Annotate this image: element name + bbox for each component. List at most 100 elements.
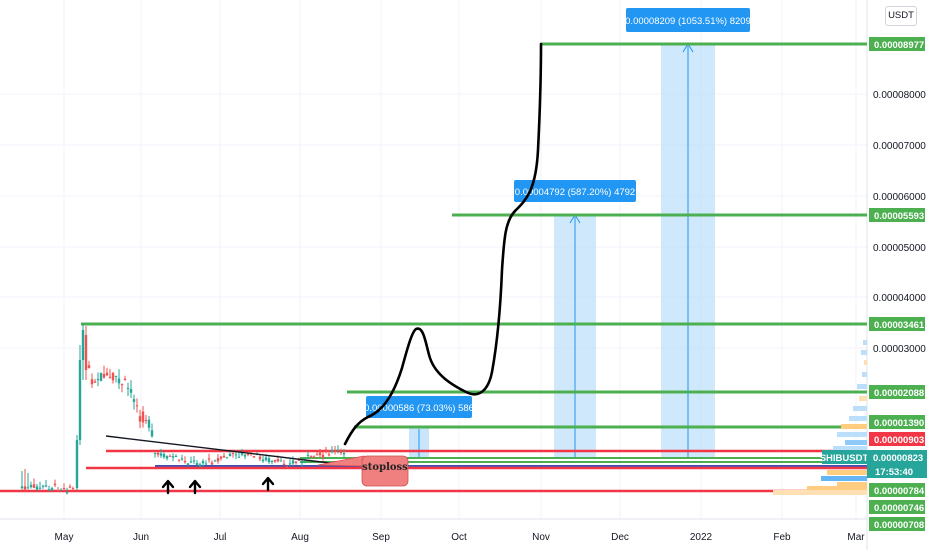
candle-body (312, 456, 316, 458)
candle-body (29, 485, 33, 488)
candle-body (50, 488, 54, 491)
candle-body (71, 488, 75, 490)
volume-profile-bar (849, 416, 867, 421)
time-tick-label: May (55, 532, 74, 543)
candle-body (159, 453, 163, 456)
price-tick-label: 0.00008000 (873, 90, 926, 101)
candle-body (288, 463, 292, 465)
candle-body (258, 456, 262, 460)
candlestick-series[interactable] (20, 324, 346, 495)
price-tag (869, 483, 925, 497)
candle-body (47, 489, 51, 491)
countdown-tag (867, 464, 927, 478)
volume-profile-bar (862, 372, 867, 377)
price-tag (869, 432, 925, 446)
time-tick-label: Aug (291, 532, 309, 543)
candle-body (153, 452, 157, 454)
candle-body (117, 378, 121, 384)
candle-body (336, 449, 340, 451)
plot-area[interactable] (0, 0, 867, 519)
projection-label: 0.00000586 (73.03%) 586 (364, 403, 474, 414)
candle-body (81, 330, 85, 360)
volume-profile-bar (841, 424, 867, 429)
price-tag (869, 500, 925, 514)
candle-body (195, 463, 199, 466)
price-tag-label: 0.00000708 (874, 520, 924, 531)
up-arrow-icon (161, 479, 175, 495)
candle-body (222, 455, 226, 458)
candle-body (62, 487, 66, 489)
candle-body (144, 419, 148, 421)
trendline[interactable] (105, 435, 331, 464)
projection-mid-term[interactable]: 0.00004792 (587.20%) 4792 (514, 180, 636, 457)
projection-short-term[interactable]: 0.00000586 (73.03%) 586 (364, 396, 474, 457)
candle-body (198, 464, 202, 467)
candle-body (246, 453, 250, 455)
candle-body (294, 461, 298, 464)
price-tick-label: 0.00006000 (873, 192, 926, 203)
candle-body (138, 416, 142, 422)
currency-button[interactable]: USDT (885, 6, 917, 26)
price-tag (869, 37, 925, 51)
candle-body (279, 460, 283, 462)
candle-body (150, 430, 154, 437)
volume-profile-bar (864, 360, 867, 365)
candle-body (141, 411, 145, 423)
candle-body (111, 372, 115, 381)
volume-profile-bar (837, 482, 867, 487)
candle-body (105, 372, 109, 376)
last-price-tag (867, 450, 927, 464)
volume-profile-bar (827, 470, 867, 475)
time-axis[interactable]: May Jun Jul Aug Sep Oct Nov Dec 2022 Feb Mar (55, 532, 866, 543)
candle-body (75, 440, 79, 488)
projection-long-term[interactable]: 0.00008209 (1053.51%) 8209 (625, 8, 751, 457)
candle-body (35, 486, 39, 490)
price-tag (869, 385, 925, 399)
time-tick-label: Jul (214, 532, 227, 543)
candle-body (267, 458, 271, 463)
candle-body (324, 449, 328, 451)
up-arrow-icon (261, 476, 275, 492)
price-axis[interactable]: 0.00008000 0.00007000 0.00006000 0.00005000… (873, 90, 926, 355)
price-tag-label: 0.00000746 (874, 503, 924, 514)
projected-price-path[interactable] (343, 42, 543, 446)
countdown-label: 17:53:40 (875, 467, 913, 478)
projection-label-box (366, 396, 472, 418)
candle-body (99, 372, 103, 381)
last-price-label: 0.00000823 (873, 453, 923, 464)
candle-body (114, 375, 118, 377)
candle-body (147, 419, 151, 428)
candle-body (270, 461, 274, 463)
candle-body (219, 456, 223, 459)
candle-body (207, 458, 211, 460)
candle-body (180, 458, 184, 460)
candle-body (162, 453, 166, 458)
volume-profile-bar (853, 406, 867, 411)
candle-body (120, 384, 124, 386)
projection-label: 0.00004792 (587.20%) 4792 (515, 187, 635, 198)
price-tick-label: 0.00004000 (873, 293, 926, 304)
candle-body (20, 486, 24, 489)
projection-label-box (626, 8, 750, 32)
candle-body (321, 454, 325, 458)
price-tag-label: 0.00001390 (874, 418, 924, 429)
candle-body (174, 456, 178, 458)
candle-body (168, 455, 172, 457)
price-tag (869, 415, 925, 429)
candle-body (291, 460, 295, 464)
price-tag (869, 208, 925, 222)
volume-profile-bar (845, 440, 867, 445)
candle-body (156, 452, 160, 455)
price-tag-label: 0.00002088 (874, 388, 924, 399)
candle-body (171, 456, 175, 458)
volume-profile-bar (837, 432, 867, 437)
candle-body (32, 484, 36, 488)
candle-body (339, 452, 343, 454)
volume-profile-bar (863, 340, 867, 345)
candle-body (189, 461, 193, 463)
candle-body (90, 379, 94, 385)
volume-profile-bar (821, 476, 867, 481)
stoploss-callout[interactable]: stoploss (317, 455, 409, 487)
